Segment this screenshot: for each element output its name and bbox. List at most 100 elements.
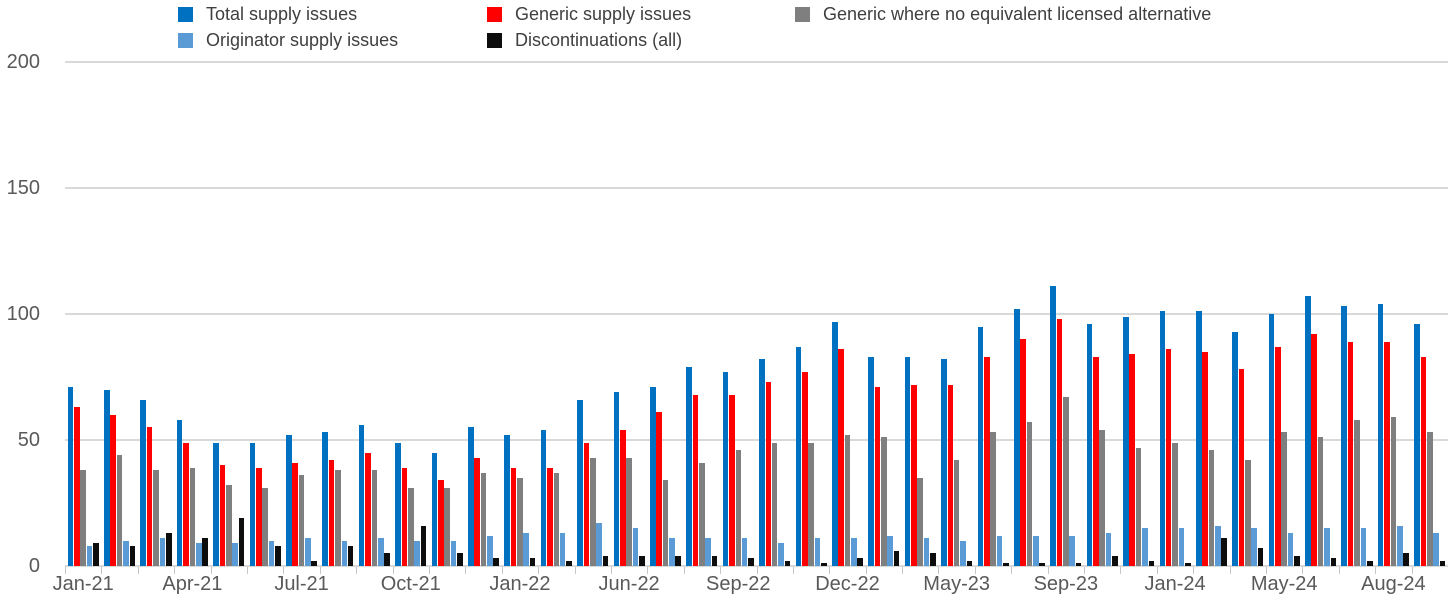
bar-total [831, 321, 838, 566]
legend-label-originator: Originator supply issues [206, 30, 399, 50]
legend-swatch-discontinuations [487, 33, 502, 48]
bar-discontinuations [602, 555, 609, 566]
y-axis-label-200: 200 [6, 51, 40, 73]
bar-generic-no-licensed-alternative [917, 477, 924, 566]
bar-total [395, 442, 401, 566]
bar-discontinuations [1221, 538, 1227, 566]
bar-originator [1214, 525, 1221, 566]
bar-generic-no-licensed-alternative [1063, 397, 1069, 566]
bar-generic-no-licensed-alternative [407, 487, 414, 566]
bar-discontinuations [457, 553, 463, 566]
bar-originator [195, 543, 202, 566]
bar-generic-no-licensed-alternative [1281, 432, 1287, 566]
bar-total [649, 387, 656, 566]
bar-discontinuations [1257, 548, 1264, 566]
bar-total [759, 359, 765, 566]
bar-discontinuations [165, 533, 172, 566]
axis-tick [974, 567, 976, 574]
axis-tick [574, 567, 576, 574]
bar-total [1305, 296, 1311, 566]
bar-generic [474, 457, 480, 566]
bar-originator [1324, 528, 1330, 566]
axis-tick [1229, 567, 1231, 574]
bar-total [540, 429, 547, 566]
bar-generic-no-licensed-alternative [298, 475, 305, 566]
bar-generic-no-licensed-alternative [1208, 450, 1215, 566]
bar-generic-no-licensed-alternative [1317, 437, 1324, 566]
bar-originator [159, 538, 166, 566]
bar-total [286, 434, 292, 566]
bar-generic-no-licensed-alternative [1172, 442, 1178, 566]
bar-originator [232, 543, 238, 566]
bar-generic-no-licensed-alternative [1354, 419, 1360, 566]
bar-discontinuations [1148, 560, 1155, 566]
y-axis-label-50: 50 [17, 429, 40, 451]
bar-discontinuations [311, 560, 318, 566]
legend-swatch-generic-no-alternative [795, 7, 810, 22]
x-axis-label-Jan-21: Jan-21 [52, 573, 114, 595]
bar-total [140, 399, 147, 566]
legend-item-generic: Generic supply issues [487, 4, 691, 26]
bar-discontinuations [711, 555, 718, 566]
bar-generic [1384, 341, 1390, 566]
axis-tick [465, 567, 467, 574]
bar-discontinuations [1330, 558, 1337, 566]
chart-legend: Total supply issues Originator supply is… [0, 0, 1448, 52]
bar-generic-no-licensed-alternative [1099, 429, 1106, 566]
bar-generic-no-licensed-alternative [990, 432, 996, 566]
bar-generic [183, 442, 189, 566]
bar-generic [801, 371, 808, 566]
axis-tick [392, 567, 394, 574]
axis-tick [683, 567, 685, 574]
bar-generic-no-licensed-alternative [771, 442, 778, 566]
bar-discontinuations [384, 553, 390, 566]
bar-total [941, 359, 947, 566]
bar-discontinuations [238, 518, 245, 566]
y-axis-label-150: 150 [6, 177, 40, 199]
bar-generic-no-licensed-alternative [335, 470, 341, 566]
bar-generic-no-licensed-alternative [1245, 460, 1251, 566]
bar-total [468, 427, 474, 566]
bar-discontinuations [821, 563, 827, 566]
bar-originator [887, 535, 894, 566]
bar-generic-no-licensed-alternative [844, 434, 851, 566]
bar-total [1013, 308, 1020, 566]
bar-originator [414, 540, 420, 566]
bar-total [1123, 316, 1129, 566]
bar-originator [996, 535, 1003, 566]
bar-generic [74, 407, 80, 566]
gridline-y-200 [65, 61, 1448, 63]
bar-generic-no-licensed-alternative [553, 472, 560, 566]
bar-generic-no-licensed-alternative [116, 455, 123, 566]
bar-generic-no-licensed-alternative [80, 470, 86, 566]
bar-total [795, 346, 802, 566]
bar-generic-no-licensed-alternative [480, 472, 487, 566]
gridline-y-100 [65, 313, 1448, 315]
axis-tick [319, 567, 321, 574]
legend-label-total: Total supply issues [206, 4, 358, 24]
x-axis-label-Sep-22: Sep-22 [706, 573, 771, 595]
bar-generic-no-licensed-alternative [1427, 432, 1433, 566]
axis-tick [610, 567, 612, 574]
bar-discontinuations [129, 545, 136, 566]
bar-generic-no-licensed-alternative [1390, 417, 1397, 566]
bar-discontinuations [1184, 563, 1191, 566]
bar-originator [450, 540, 457, 566]
bar-total [1377, 303, 1384, 566]
bar-generic-no-licensed-alternative [662, 480, 669, 566]
bar-generic [547, 467, 553, 566]
axis-tick [792, 567, 794, 574]
axis-tick [65, 567, 66, 574]
bar-originator [923, 538, 930, 566]
axis-tick [174, 567, 176, 574]
bar-generic-no-licensed-alternative [1135, 447, 1142, 566]
bar-originator [1178, 528, 1185, 566]
legend-label-discontinuations: Discontinuations (all) [515, 30, 683, 50]
bar-discontinuations [529, 558, 536, 566]
bar-originator [778, 543, 784, 566]
axis-tick [1156, 567, 1158, 574]
legend-label-generic: Generic supply issues [515, 4, 692, 24]
axis-tick [1011, 567, 1013, 574]
bar-total [1232, 331, 1238, 566]
axis-tick [865, 567, 867, 574]
